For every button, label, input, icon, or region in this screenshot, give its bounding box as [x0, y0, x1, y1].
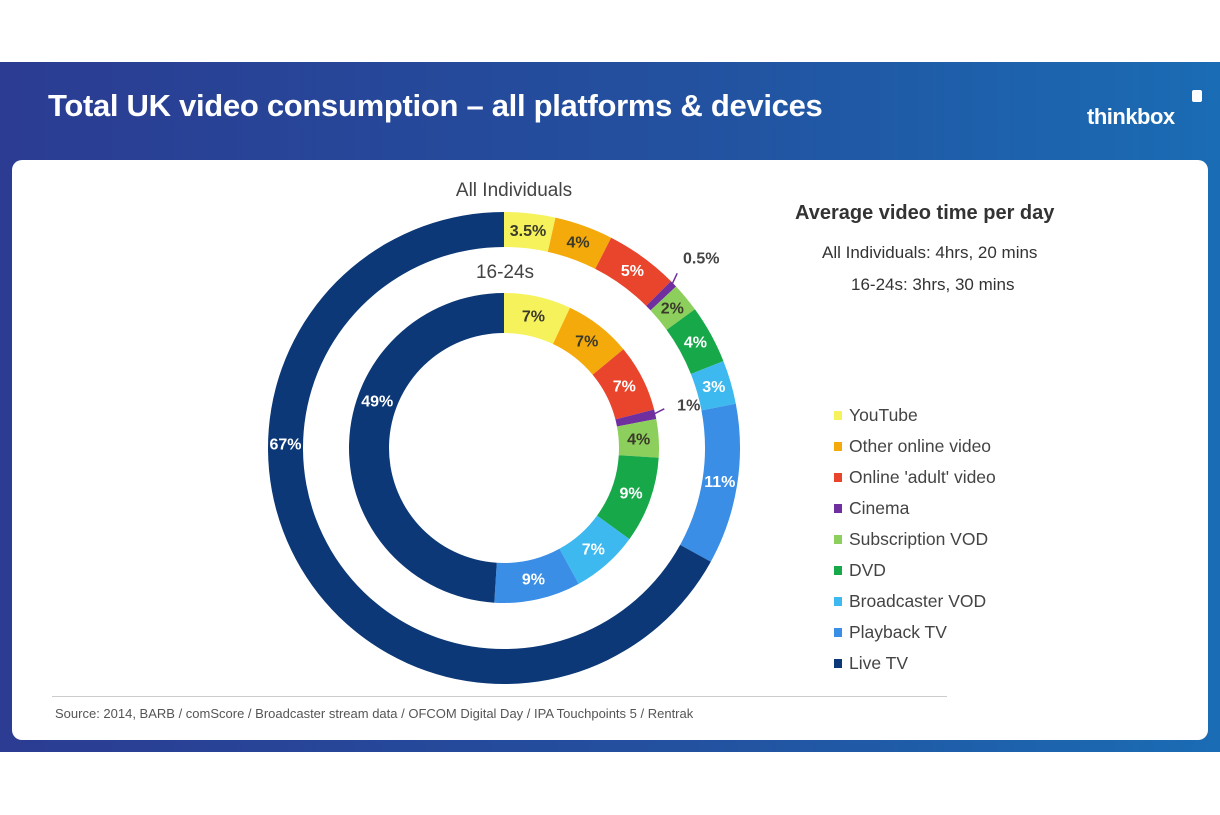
legend-label: Other online video — [849, 436, 992, 456]
segment-16-24-playback-tv — [494, 548, 579, 603]
data-label: 7% — [582, 541, 605, 558]
legend-swatch — [834, 628, 842, 637]
segment-all-subscription-vod — [650, 286, 695, 330]
data-label: 49% — [361, 394, 393, 411]
legend-item: Other online video — [834, 431, 996, 462]
segment-all-online-adult-video — [595, 237, 671, 306]
data-label: 4% — [627, 432, 650, 449]
data-label: 3% — [702, 379, 725, 396]
data-label: 3.5% — [510, 223, 546, 240]
data-label: 1% — [677, 397, 700, 414]
legend-swatch — [834, 535, 842, 544]
segment-all-playback-tv — [680, 403, 740, 562]
data-label: 7% — [575, 333, 598, 350]
legend-item: DVD — [834, 555, 996, 586]
segment-16-24-live-tv — [349, 293, 504, 603]
legend-swatch — [834, 442, 842, 451]
segment-16-24-cinema — [615, 409, 657, 427]
legend-swatch — [834, 473, 842, 482]
data-label: 67% — [270, 437, 302, 454]
legend-swatch — [834, 566, 842, 575]
legend-item: Live TV — [834, 648, 996, 679]
page-title: Total UK video consumption – all platfor… — [48, 88, 823, 123]
segment-all-youtube — [504, 212, 556, 252]
data-label: 5% — [621, 263, 644, 280]
data-label: 0.5% — [683, 250, 719, 267]
segment-16-24-broadcaster-vod — [559, 515, 630, 584]
legend-label: DVD — [849, 560, 886, 580]
legend-item: Subscription VOD — [834, 524, 996, 555]
data-label: 9% — [619, 486, 642, 503]
data-label: 9% — [522, 572, 545, 589]
data-label: 4% — [684, 335, 707, 352]
segment-all-other-online-video — [547, 217, 612, 269]
legend-swatch — [834, 504, 842, 513]
segment-all-cinema — [646, 281, 677, 311]
legend-label: Live TV — [849, 653, 909, 673]
data-label: 2% — [661, 301, 684, 318]
legend-item: Online 'adult' video — [834, 462, 996, 493]
legend-label: Subscription VOD — [849, 529, 989, 549]
legend-item: YouTube — [834, 400, 996, 431]
legend-item: Broadcaster VOD — [834, 586, 996, 617]
data-label: 7% — [613, 379, 636, 396]
data-label: 11% — [704, 474, 735, 491]
legend-swatch — [834, 659, 842, 668]
leader-line — [670, 272, 678, 287]
legend-item: Cinema — [834, 493, 996, 524]
segment-all-broadcaster-vod — [690, 361, 736, 411]
legend-item: Playback TV — [834, 617, 996, 648]
segment-16-24-dvd — [597, 455, 659, 540]
legend-label: YouTube — [849, 405, 918, 425]
logo-mark-icon — [1192, 90, 1202, 102]
segment-16-24-youtube — [504, 293, 570, 344]
legend-swatch — [834, 597, 842, 606]
source-note: Source: 2014, BARB / comScore / Broadcas… — [55, 706, 694, 721]
legend-label: Online 'adult' video — [849, 467, 996, 487]
legend-label: Cinema — [849, 498, 910, 518]
legend: YouTube Other online video Online 'adult' … — [834, 400, 996, 679]
summary-title: Average video time per day — [795, 202, 1055, 224]
summary-all-individuals: All Individuals: 4hrs, 20 mins — [822, 243, 1038, 262]
outer-ring-title: All Individuals — [455, 180, 573, 201]
legend-label: Broadcaster VOD — [849, 591, 987, 611]
segment-all-dvd — [666, 309, 724, 375]
data-label: 7% — [522, 308, 545, 325]
leader-line — [652, 408, 665, 416]
summary-16-24s: 16-24s: 3hrs, 30 mins — [851, 275, 1015, 294]
segment-16-24-other-online-video — [552, 307, 624, 375]
legend-label: Playback TV — [849, 622, 947, 642]
thinkbox-logo: thinkbox — [1087, 104, 1175, 129]
segment-16-24-subscription-vod — [616, 418, 659, 458]
segment-16-24-online-adult-video — [592, 349, 655, 420]
divider — [52, 696, 947, 697]
data-label: 4% — [566, 234, 589, 251]
inner-ring-title: 16-24s — [475, 262, 535, 283]
legend-swatch — [834, 411, 842, 420]
